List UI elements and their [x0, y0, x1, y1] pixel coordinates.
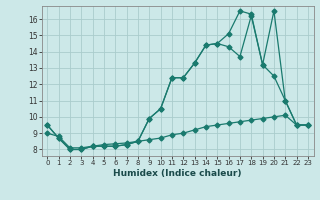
X-axis label: Humidex (Indice chaleur): Humidex (Indice chaleur)	[113, 169, 242, 178]
